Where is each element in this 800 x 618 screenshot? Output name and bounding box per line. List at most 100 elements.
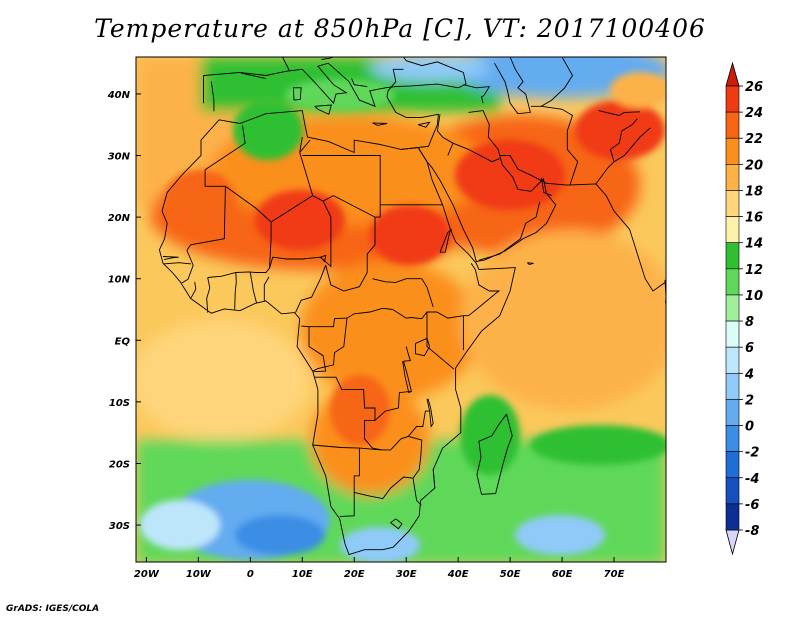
field-green-east [530, 425, 666, 465]
country-border [364, 419, 382, 451]
colorbar-swatch [725, 399, 740, 426]
country-border [206, 277, 211, 313]
lake-victoria [415, 337, 431, 357]
country-border [452, 142, 500, 163]
latitude-ticks: 40N 30N 20N 10N EQ 10S 20S 30S [107, 90, 141, 532]
colorbar-label: -6 [745, 498, 759, 513]
coast-arabia-india [417, 147, 666, 292]
y-tick-label: 30N [108, 152, 131, 163]
country-border [439, 229, 453, 253]
colorbar-swatch [725, 242, 740, 270]
temperature-field [136, 57, 666, 562]
colorbar-label: 14 [745, 237, 763, 252]
x-tick-label: 0 [247, 569, 254, 580]
colorbar-swatch [725, 425, 740, 452]
longitude-ticks: 20W 10W 0 10E 20E 30E 40E 50E 60E 70E [134, 557, 625, 580]
country-border [282, 57, 290, 71]
x-tick-label: 10E [292, 569, 313, 580]
country-border [225, 185, 272, 239]
field-blue-north-central [370, 57, 490, 82]
country-border [181, 250, 194, 284]
y-tick-label: 10S [109, 398, 130, 409]
country-border [325, 265, 368, 292]
country-border [595, 118, 638, 185]
country-border [407, 410, 431, 437]
country-border [263, 276, 270, 301]
field-angola-core [330, 375, 390, 445]
coast-europe [203, 57, 467, 108]
coastlines-and-borders [158, 57, 666, 556]
colorbar-label: 20 [745, 158, 763, 173]
lake-tanganyika [402, 361, 412, 394]
country-border [381, 435, 423, 479]
colorbar-label: 22 [745, 132, 763, 147]
colorbar-swatch [725, 477, 740, 505]
x-tick-label: 20E [344, 569, 365, 580]
field-mauritania [165, 170, 235, 230]
country-border [234, 272, 237, 310]
country-border [299, 139, 311, 153]
colorbar-swatch [725, 294, 740, 322]
field-central-africa [300, 260, 480, 400]
colorbar-swatch [725, 451, 740, 479]
field-blue-south-west-deep [235, 515, 325, 555]
colorbar-label: 0 [745, 420, 754, 435]
colorbar-swatch [725, 137, 740, 165]
country-border [463, 84, 491, 104]
x-tick-label: 40E [447, 569, 469, 580]
colorbar-label: -4 [745, 472, 759, 487]
coast-caspian [494, 57, 531, 115]
country-border [440, 229, 451, 253]
country-border [301, 317, 348, 328]
country-border [320, 217, 332, 268]
x-tick-label: 30E [396, 569, 417, 580]
country-border [389, 518, 403, 530]
field-green-libya [285, 79, 395, 111]
country-border [372, 278, 422, 283]
country-border [295, 265, 327, 313]
country-border [190, 281, 197, 299]
country-border [412, 478, 422, 506]
country-border [392, 309, 437, 320]
field-cyan-south-west [140, 500, 220, 550]
country-border [346, 307, 393, 319]
colorbar-swatch [725, 320, 740, 348]
field-blue-south-east [515, 515, 605, 555]
colorbar-label: 2 [745, 393, 754, 408]
map-frame [135, 56, 667, 563]
field-cool-saharan [610, 72, 666, 108]
country-border [322, 195, 376, 218]
colorbar-swatch [725, 372, 740, 400]
colorbar-label: 26 [745, 80, 763, 95]
country-border [613, 127, 651, 163]
colorbar-swatch [725, 111, 740, 139]
country-border [436, 290, 499, 319]
country-border [186, 169, 226, 251]
colorbar-label: 24 [745, 106, 763, 121]
country-border [354, 476, 414, 500]
country-border [436, 114, 454, 156]
country-border [374, 390, 411, 421]
y-tick-label: 30S [109, 521, 130, 532]
country-border [249, 272, 257, 303]
country-border [240, 72, 266, 80]
country-border [421, 278, 434, 308]
country-border [207, 238, 272, 278]
country-border [339, 448, 360, 517]
colorbar-bottom-arrow [725, 529, 740, 556]
country-border [403, 346, 412, 362]
colorbar-swatch [725, 503, 740, 531]
country-border [210, 81, 215, 112]
colorbar-label: -8 [745, 524, 759, 539]
border-central-asia [530, 57, 574, 107]
coast-levant-turkey [386, 90, 439, 150]
x-tick-label: 60E [552, 569, 573, 580]
colorbar-swatch [725, 346, 740, 374]
field-iran-core [575, 100, 665, 160]
x-tick-label: 50E [500, 569, 521, 580]
colorbar-label: 8 [745, 315, 754, 330]
lake-malawi [426, 398, 434, 428]
footer-credit: GrADS: IGES/COLA [6, 604, 100, 614]
y-tick-label: 40N [107, 90, 131, 101]
